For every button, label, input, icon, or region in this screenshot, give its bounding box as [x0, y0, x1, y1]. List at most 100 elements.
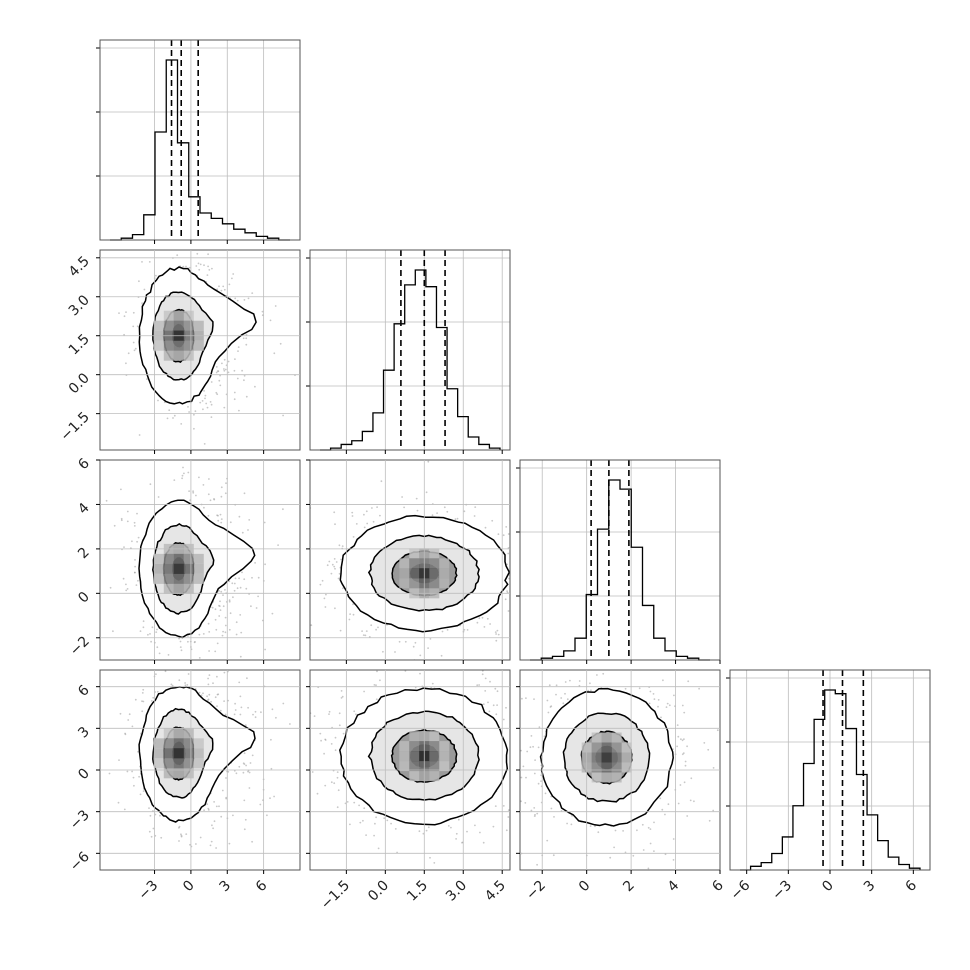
scatter-point [223, 358, 226, 361]
scatter-point [158, 652, 161, 655]
scatter-point [259, 803, 262, 806]
scatter-point [173, 414, 176, 417]
scatter-point [182, 466, 184, 469]
scatter-point [526, 750, 529, 753]
scatter-point [269, 797, 271, 800]
scatter-point [231, 277, 233, 280]
scatter-point [488, 710, 491, 713]
y-tick-label: 6 [75, 455, 93, 473]
scatter-point [237, 350, 239, 352]
scatter-point [167, 654, 170, 656]
scatter-point [171, 241, 173, 243]
scatter-point [377, 626, 379, 629]
scatter-point [128, 713, 131, 716]
density-cell [591, 742, 602, 753]
scatter-point [429, 856, 431, 859]
scatter-point [264, 648, 266, 651]
scatter-point [419, 672, 421, 675]
scatter-point [213, 801, 216, 803]
density-cell [193, 573, 204, 584]
density-cell [611, 772, 622, 783]
scatter-point [543, 735, 546, 738]
scatter-point [506, 590, 508, 592]
scatter-point [241, 571, 243, 574]
scatter-point [247, 297, 250, 300]
scatter-point [240, 706, 243, 709]
scatter-point [328, 710, 331, 713]
scatter-point [282, 702, 285, 705]
scatter-point [236, 299, 239, 302]
scatter-point [518, 606, 520, 608]
scatter-point [362, 666, 364, 668]
density-cell [183, 728, 194, 739]
scatter-point [206, 406, 209, 409]
scatter-point [188, 490, 191, 492]
scatter-point [516, 805, 518, 807]
scatter-point [243, 492, 246, 495]
scatter-point [235, 772, 238, 775]
scatter-point [217, 519, 220, 522]
scatter-point [232, 814, 234, 817]
scatter-point [683, 738, 685, 740]
scatter-point [243, 379, 245, 382]
scatter-point [338, 572, 341, 575]
scatter-point [703, 742, 706, 744]
scatter-point [215, 628, 218, 631]
scatter-point [141, 302, 144, 305]
scatter-point [222, 594, 224, 596]
scatter-point [220, 289, 223, 292]
scatter-point [225, 777, 227, 779]
scatter-point [118, 312, 120, 314]
scatter-point [305, 555, 307, 557]
scatter-point [657, 699, 660, 701]
density-cell [409, 578, 420, 589]
scatter-point [416, 509, 419, 512]
scatter-point [533, 698, 535, 700]
density-cell [409, 751, 420, 762]
scatter-point [304, 802, 306, 804]
scatter-point [245, 343, 248, 346]
scatter-point [473, 515, 476, 517]
scatter-point [504, 598, 507, 601]
scatter-point [233, 713, 236, 716]
scatter-point [127, 352, 130, 355]
scatter-point [218, 285, 220, 288]
scatter-point [679, 784, 682, 786]
panel-frame [99, 459, 301, 661]
scatter-point [609, 856, 612, 859]
scatter-point [507, 533, 510, 535]
scatter-point [206, 803, 209, 806]
scatter-point [507, 809, 510, 811]
y-tick-label: 1.5 [66, 331, 93, 358]
scatter-point [193, 641, 196, 644]
scatter-point [349, 613, 351, 615]
density-cell [601, 732, 612, 743]
density-cell [173, 350, 184, 361]
scatter-point [127, 719, 130, 721]
scatter-point [340, 558, 342, 561]
scatter-point [507, 610, 510, 612]
scatter-point [550, 795, 553, 798]
density-cell [153, 340, 164, 351]
scatter-point [118, 759, 120, 761]
scatter-point [218, 805, 220, 808]
scatter-point [641, 823, 644, 826]
scatter-point [716, 729, 719, 732]
scatter-point [147, 633, 149, 636]
scatter-point [668, 704, 671, 707]
x-tick-label: 0 [576, 878, 594, 896]
scatter-panel-2-0 [99, 459, 301, 661]
scatter-point [216, 514, 219, 517]
scatter-point [210, 381, 213, 383]
scatter-point [441, 663, 443, 665]
scatter-point [516, 604, 518, 606]
scatter-point [180, 649, 183, 652]
gridlines [100, 670, 300, 870]
density-cell [173, 583, 184, 594]
scatter-point [341, 695, 344, 698]
scatter-point [375, 698, 378, 701]
x-tick-label: 6 [903, 877, 921, 895]
scatter-point [187, 635, 189, 637]
scatter-point [202, 408, 204, 411]
scatter-point [156, 646, 159, 649]
